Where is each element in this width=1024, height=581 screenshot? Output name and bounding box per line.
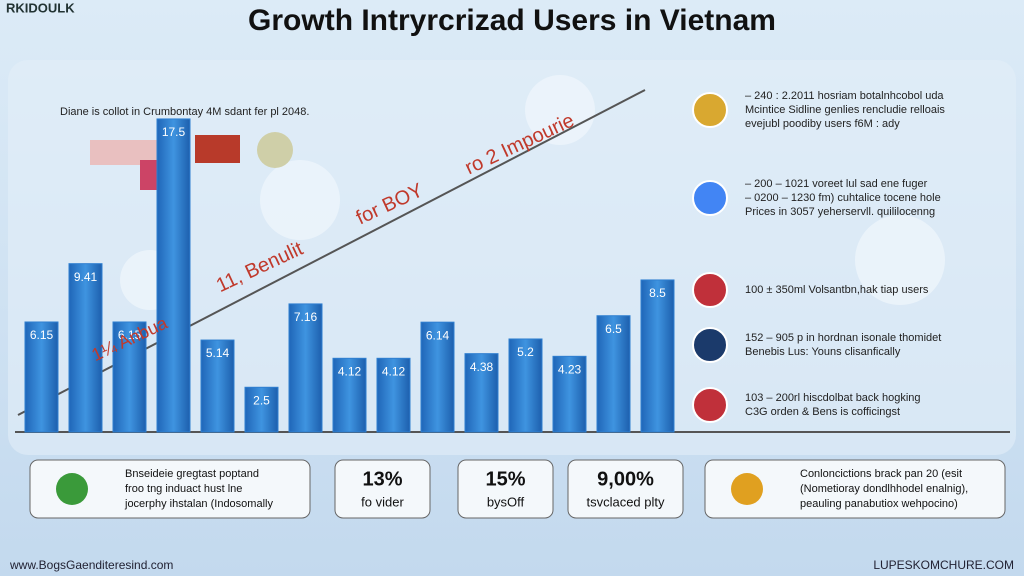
box <box>457 459 554 519</box>
side-text: – 200 – 1021 voreet lul sad ene fuger <box>745 178 928 190</box>
side-text: – 0200 – 1230 fm) cuhtalice tocene hole <box>745 192 941 204</box>
side-text: evejubl poodiby users f6M : ady <box>745 118 900 130</box>
icon <box>731 473 763 505</box>
bar <box>508 338 543 433</box>
bottom-boxes: Bnseideie gregtast poptand froo tng indua… <box>29 459 1006 519</box>
bar <box>332 357 367 433</box>
side-text: C3G orden & Bens is cofficingst <box>745 406 900 418</box>
footer-left: www.BogsGaenditeresind.com <box>9 558 173 572</box>
value-label: 2.5 <box>253 393 270 407</box>
value-label: 7.16 <box>294 310 318 324</box>
bar <box>244 386 279 433</box>
box-text: froo tng induact hust lne <box>125 483 242 495</box>
big-figure: 9,00% <box>597 468 654 490</box>
value-label: 4.12 <box>382 364 406 378</box>
side-text: 152 – 905 p in hordnan isonale thomidet <box>745 332 941 344</box>
chart-title: Growth Intryrcrizad Users in Vietnam <box>248 4 776 37</box>
icon <box>692 327 728 363</box>
box-text: fo vider <box>361 494 404 509</box>
footer-right: LUPESKOMCHURE.COM <box>873 558 1014 572</box>
box-text: tsvclaced plty <box>586 494 665 509</box>
bar <box>288 303 323 433</box>
value-label: 5.2 <box>517 345 534 359</box>
bar <box>24 321 59 433</box>
box-text: (Nometioray dondlhhodel enalnig), <box>800 483 968 495</box>
value-label: 6.14 <box>426 328 450 342</box>
value-label: 6.15 <box>30 328 54 342</box>
bar <box>552 355 587 433</box>
bar <box>200 339 235 433</box>
box-text: Conloncictions brack pan 20 (esit <box>800 468 962 480</box>
note: Diane is collot in Crumbontay 4M sdant f… <box>60 106 309 118</box>
side-text: 103 – 200rl hiscdolbat back hogking <box>745 392 921 404</box>
big-figure: 13% <box>362 468 402 490</box>
value-label: 4.12 <box>338 364 362 378</box>
box-text: bysOff <box>487 494 525 509</box>
box <box>567 459 684 519</box>
box-text: peauling panabutiox wehpocino) <box>800 498 958 510</box>
icon <box>56 473 88 505</box>
side-text: – 240 : 2.2011 hosriam botalnhcobol uda <box>745 90 944 102</box>
logo: RKIDOULK <box>6 0 75 15</box>
value-label: 6.15 <box>118 328 142 342</box>
icon <box>692 387 728 423</box>
big-figure: 15% <box>485 468 525 490</box>
icon <box>692 180 728 216</box>
bar <box>376 357 411 433</box>
side-text: Mcintice Sidline genlies rencludie rello… <box>745 104 945 116</box>
side-list: – 240 : 2.2011 hosriam botalnhcobol uda M… <box>692 90 945 423</box>
value-label: 6.5 <box>605 322 622 336</box>
box <box>704 459 1006 519</box>
bar <box>112 321 147 433</box>
box <box>334 459 431 519</box>
bar <box>420 321 455 433</box>
icon <box>692 92 728 128</box>
side-text: 100 ± 350ml Volsantbn,hak tiap users <box>745 284 929 296</box>
side-text: Benebis Lus: Youns clisanfically <box>745 346 901 358</box>
bar <box>68 263 103 433</box>
icon <box>692 272 728 308</box>
bar <box>156 118 191 433</box>
value-label: 4.23 <box>558 363 582 377</box>
illustration <box>90 132 293 190</box>
bar <box>464 353 499 433</box>
box-text: Bnseideie gregtast poptand <box>125 468 259 480</box>
value-label: 17.5 <box>162 125 186 139</box>
value-label: 9.41 <box>74 270 98 284</box>
box <box>29 459 311 519</box>
value-label: 8.5 <box>649 286 666 300</box>
bar <box>596 315 631 433</box>
bar <box>640 279 675 433</box>
value-label: 4.38 <box>470 360 494 374</box>
value-label: 5.14 <box>206 346 230 360</box>
side-text: Prices in 3057 yeherservll. quililocenng <box>745 206 935 218</box>
box-text: jocerphy ihstalan (Indosomally <box>124 498 273 510</box>
